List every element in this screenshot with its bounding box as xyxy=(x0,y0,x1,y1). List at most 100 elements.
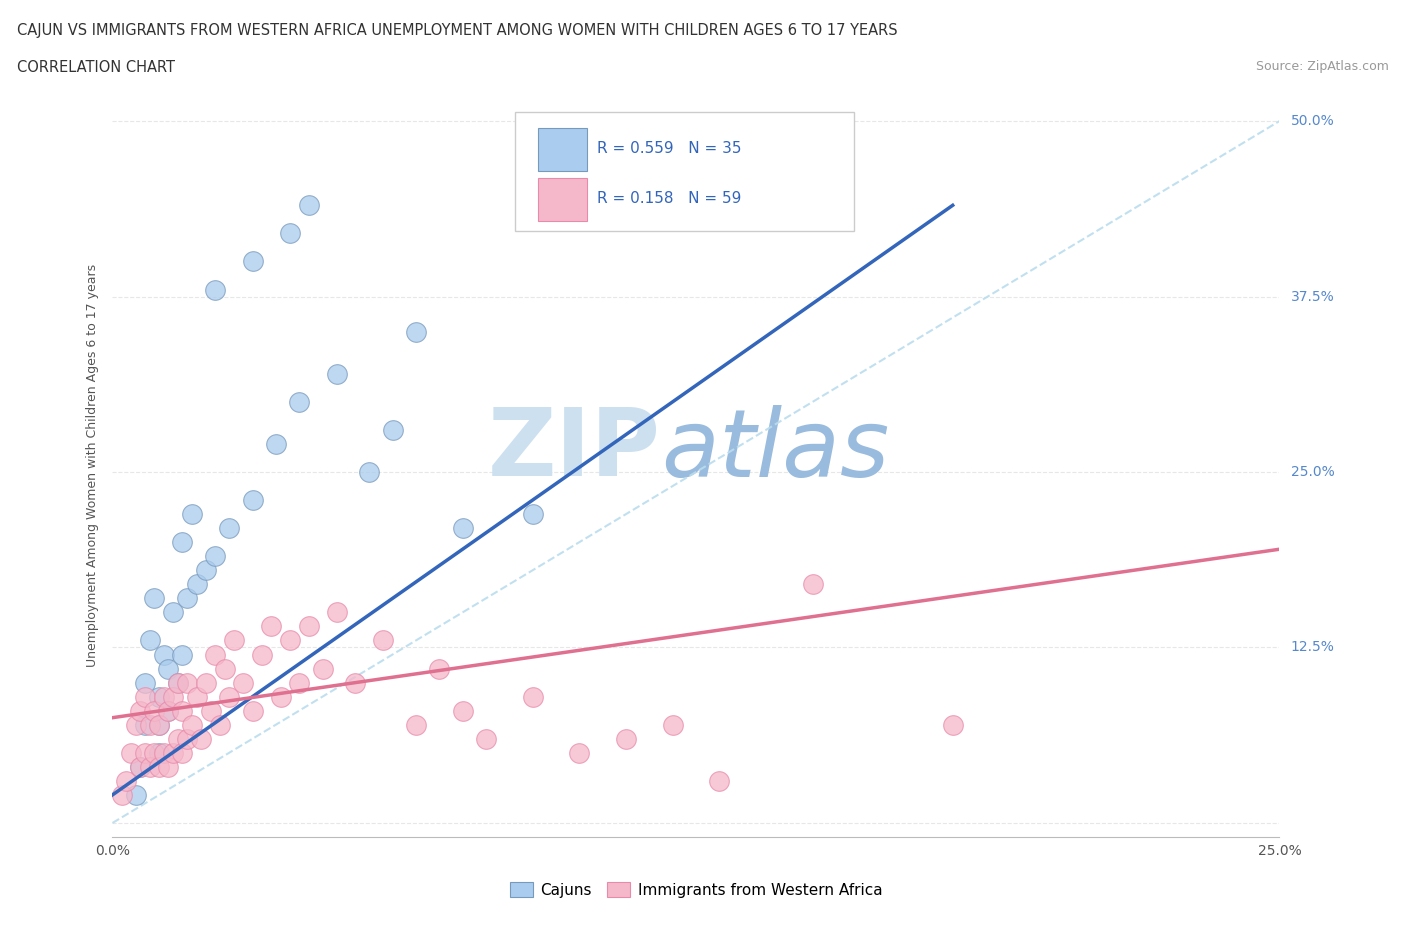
Point xyxy=(143,745,166,760)
Point xyxy=(134,745,156,760)
Point xyxy=(208,717,231,732)
Point xyxy=(129,760,152,775)
Point xyxy=(194,675,217,690)
Point xyxy=(522,507,544,522)
Point xyxy=(405,325,427,339)
Point xyxy=(139,760,162,775)
FancyBboxPatch shape xyxy=(538,178,588,221)
Point xyxy=(194,563,217,578)
Point xyxy=(148,689,170,704)
Text: CORRELATION CHART: CORRELATION CHART xyxy=(17,60,174,75)
Point xyxy=(522,689,544,704)
Text: 50.0%: 50.0% xyxy=(1291,114,1334,128)
Point xyxy=(451,703,474,718)
Point xyxy=(176,731,198,746)
Point xyxy=(111,788,134,803)
Point xyxy=(242,254,264,269)
Point xyxy=(180,507,202,522)
Point xyxy=(129,760,152,775)
Point xyxy=(288,394,311,409)
Point xyxy=(143,591,166,605)
Point xyxy=(125,788,148,803)
Point xyxy=(661,717,683,732)
Point xyxy=(115,774,138,789)
Point xyxy=(139,633,162,648)
Point xyxy=(186,689,208,704)
Point xyxy=(311,661,333,676)
Point xyxy=(157,661,180,676)
Point xyxy=(297,198,319,213)
Point xyxy=(232,675,254,690)
Point xyxy=(172,703,194,718)
Point xyxy=(172,745,194,760)
Point xyxy=(153,647,176,662)
Point xyxy=(172,535,194,550)
Text: 12.5%: 12.5% xyxy=(1291,641,1334,655)
Point xyxy=(942,717,965,732)
Point xyxy=(200,703,222,718)
Point xyxy=(373,633,395,648)
Point xyxy=(297,619,319,634)
Point xyxy=(125,717,148,732)
Point xyxy=(270,689,292,704)
Point xyxy=(204,647,226,662)
Point xyxy=(166,675,188,690)
Point xyxy=(264,436,287,451)
Point xyxy=(214,661,236,676)
Point xyxy=(568,745,591,760)
Point xyxy=(218,521,240,536)
Point xyxy=(157,760,180,775)
Point xyxy=(325,604,347,619)
FancyBboxPatch shape xyxy=(515,112,853,231)
Point xyxy=(344,675,367,690)
Point xyxy=(148,745,170,760)
Point xyxy=(405,717,427,732)
Point xyxy=(709,774,731,789)
Point xyxy=(222,633,245,648)
Point xyxy=(614,731,637,746)
Point xyxy=(162,745,184,760)
Point xyxy=(325,366,347,381)
Text: ZIP: ZIP xyxy=(488,405,661,496)
Point xyxy=(204,282,226,297)
Point xyxy=(143,703,166,718)
Point xyxy=(148,760,170,775)
Point xyxy=(278,633,301,648)
Point xyxy=(148,717,170,732)
Point xyxy=(190,731,212,746)
Text: CAJUN VS IMMIGRANTS FROM WESTERN AFRICA UNEMPLOYMENT AMONG WOMEN WITH CHILDREN A: CAJUN VS IMMIGRANTS FROM WESTERN AFRICA … xyxy=(17,23,897,38)
Legend: Cajuns, Immigrants from Western Africa: Cajuns, Immigrants from Western Africa xyxy=(503,875,889,904)
Point xyxy=(139,717,162,732)
Text: atlas: atlas xyxy=(661,405,889,496)
Point xyxy=(148,717,170,732)
Point xyxy=(260,619,283,634)
Point xyxy=(120,745,142,760)
Point xyxy=(134,689,156,704)
Point xyxy=(172,647,194,662)
Point xyxy=(176,591,198,605)
Point xyxy=(381,422,404,437)
Text: Source: ZipAtlas.com: Source: ZipAtlas.com xyxy=(1256,60,1389,73)
Point xyxy=(176,675,198,690)
Point xyxy=(451,521,474,536)
Point xyxy=(278,226,301,241)
Y-axis label: Unemployment Among Women with Children Ages 6 to 17 years: Unemployment Among Women with Children A… xyxy=(86,263,100,667)
FancyBboxPatch shape xyxy=(538,128,588,171)
Point xyxy=(153,745,176,760)
Point xyxy=(157,703,180,718)
Point xyxy=(134,717,156,732)
Point xyxy=(186,577,208,591)
Point xyxy=(162,689,184,704)
Point xyxy=(166,731,188,746)
Point xyxy=(242,493,264,508)
Point xyxy=(475,731,498,746)
Text: 25.0%: 25.0% xyxy=(1291,465,1334,479)
Text: 37.5%: 37.5% xyxy=(1291,289,1334,303)
Point xyxy=(427,661,450,676)
Point xyxy=(134,675,156,690)
Point xyxy=(801,577,824,591)
Point xyxy=(359,465,381,480)
Point xyxy=(157,703,180,718)
Point xyxy=(218,689,240,704)
Text: R = 0.559   N = 35: R = 0.559 N = 35 xyxy=(596,141,741,156)
